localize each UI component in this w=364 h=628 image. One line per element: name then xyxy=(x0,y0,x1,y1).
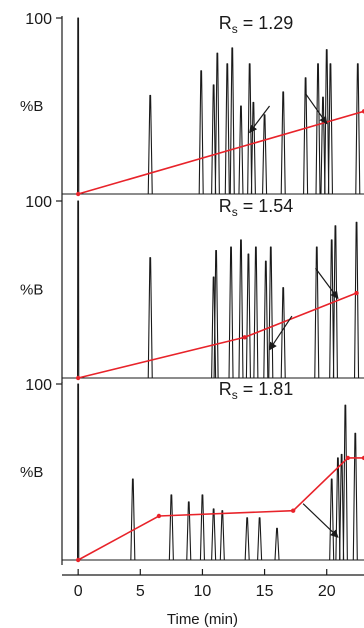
peak-1 xyxy=(77,200,80,379)
peak-12 xyxy=(280,91,286,195)
gradient-point xyxy=(345,455,351,461)
peak-10 xyxy=(268,246,274,379)
panel-2: 100 %B Rs = 1.54 xyxy=(20,194,364,383)
y-axis-label: %B xyxy=(20,98,43,115)
resolution-arrow-1 xyxy=(249,105,271,134)
peak-15 xyxy=(353,221,360,379)
peak-6 xyxy=(211,508,217,561)
peak-3 xyxy=(168,494,174,561)
resolution-arrow-1 xyxy=(268,315,293,351)
peak-12 xyxy=(314,246,320,379)
peak-9 xyxy=(247,63,253,195)
peak-3 xyxy=(198,70,204,195)
peak-5 xyxy=(199,494,205,561)
x-tick-label-20: 20 xyxy=(318,583,336,600)
gradient-point xyxy=(361,109,364,114)
peak-7 xyxy=(245,253,251,379)
peak-2 xyxy=(130,478,136,561)
y-tick-label-100: 100 xyxy=(25,11,52,28)
y-axis-label: %B xyxy=(20,282,43,299)
peak-1 xyxy=(77,17,80,195)
peak-4 xyxy=(213,250,219,379)
resolution-subscript: s xyxy=(232,205,238,219)
gradient-point xyxy=(354,290,359,296)
resolution-subscript: s xyxy=(232,388,238,402)
resolution-value: = 1.81 xyxy=(238,379,294,399)
peak-18 xyxy=(355,63,361,195)
peak-15 xyxy=(320,96,326,195)
panel-3: 100 %B Rs = 1.81 xyxy=(20,377,364,565)
resolution-subscript: s xyxy=(232,22,238,36)
x-tick-label-15: 15 xyxy=(256,583,274,600)
resolution-arrow-2 xyxy=(315,267,339,300)
peak-9 xyxy=(257,517,263,561)
peak-7 xyxy=(229,47,235,195)
peak-14 xyxy=(315,63,321,195)
peak-15 xyxy=(352,432,358,561)
resolution-symbol: R xyxy=(219,196,232,216)
resolution-value: = 1.54 xyxy=(238,196,294,216)
y-tick-label-100: 100 xyxy=(25,194,52,211)
peak-17 xyxy=(327,63,333,195)
resolution-arrow-1 xyxy=(302,503,339,538)
peak-13 xyxy=(339,453,345,561)
resolution-label: Rs = 1.81 xyxy=(219,379,294,402)
resolution-symbol: R xyxy=(219,13,232,33)
resolution-arrow-2 xyxy=(305,93,328,125)
x-tick-label-10: 10 xyxy=(194,583,212,600)
resolution-label: Rs = 1.29 xyxy=(219,13,294,36)
peak-12 xyxy=(335,457,341,561)
x-tick-label-0: 0 xyxy=(74,583,83,600)
y-axis-label: %B xyxy=(20,464,43,481)
x-tick-label-5: 5 xyxy=(136,583,145,600)
gradient-point xyxy=(156,513,162,519)
peak-10 xyxy=(274,527,280,561)
gradient-point xyxy=(75,191,81,197)
peak-10 xyxy=(250,101,256,195)
peak-11 xyxy=(280,287,286,379)
peak-11 xyxy=(262,114,268,195)
gradient-point xyxy=(75,375,81,381)
gradient-line xyxy=(77,110,364,195)
peak-4 xyxy=(211,84,217,195)
resolution-value: = 1.29 xyxy=(238,13,294,33)
peak-13 xyxy=(329,239,335,379)
resolution-label: Rs = 1.54 xyxy=(219,196,294,219)
peak-2 xyxy=(147,94,153,195)
peak-8 xyxy=(244,517,250,561)
peak-2 xyxy=(147,257,153,379)
peak-8 xyxy=(253,246,259,379)
peak-1 xyxy=(77,383,80,561)
x-axis: 0 5 10 15 20 Time (min) xyxy=(62,569,364,628)
peak-9 xyxy=(263,260,269,379)
peak-4 xyxy=(186,501,192,561)
peak-5 xyxy=(228,246,234,379)
gradient-point xyxy=(290,508,296,513)
gradient-point xyxy=(75,557,81,563)
peak-5 xyxy=(214,52,220,195)
peak-7 xyxy=(219,510,225,561)
peak-6 xyxy=(224,63,230,195)
peak-14 xyxy=(342,404,348,561)
gradient-point xyxy=(361,455,364,461)
peak-11 xyxy=(329,478,335,561)
panel-1: 100 %B Rs = 1.29 xyxy=(20,11,364,199)
x-axis-label: Time (min) xyxy=(167,611,238,628)
peak-13 xyxy=(303,77,309,195)
peak-6 xyxy=(238,239,244,379)
peak-8 xyxy=(238,105,244,195)
y-tick-label-100: 100 xyxy=(25,377,52,394)
gradient-point xyxy=(242,335,247,340)
resolution-symbol: R xyxy=(219,379,232,399)
